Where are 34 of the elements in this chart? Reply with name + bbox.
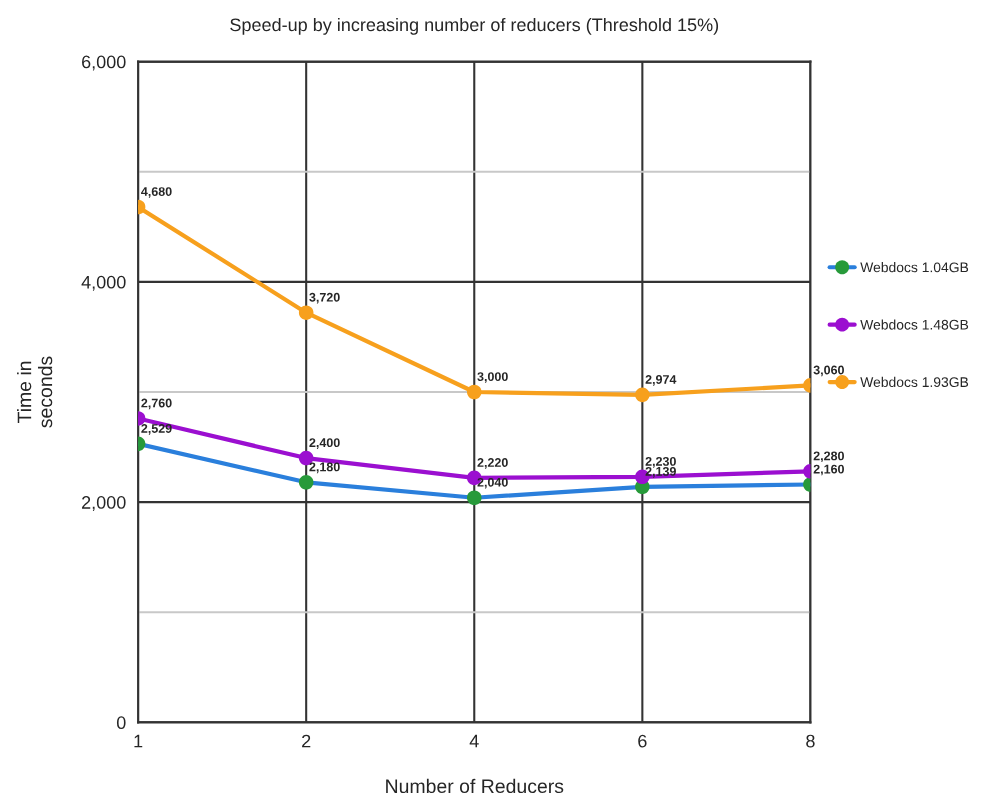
x-tick-label: 8 [806, 734, 815, 748]
point [466, 490, 482, 506]
point [466, 384, 482, 400]
data-label: 2,220 [477, 458, 508, 469]
data-label: 3,060 [813, 365, 844, 377]
y-tick-label: 4,000 [81, 275, 126, 291]
y-tick-label: 6,000 [82, 55, 126, 71]
chart-title: Speed-up by increasing number of reducers (Threshold 15%) [230, 17, 719, 35]
x-tick-label: 2 [302, 734, 311, 748]
data-label: 2,760 [141, 398, 172, 410]
data-label: 2,280 [813, 451, 844, 463]
x-tick-label: 6 [638, 734, 647, 748]
data-label: 4,680 [141, 187, 172, 198]
y-tick-label: 0 [116, 716, 126, 730]
x-tick-label: 1 [134, 734, 143, 748]
data-label: 2,230 [645, 456, 676, 468]
data-label: 3,000 [477, 372, 508, 383]
y-axis-title: Time in seconds [17, 356, 53, 428]
point [298, 475, 314, 490]
data-label: 2,180 [309, 462, 340, 474]
point [635, 387, 650, 403]
y-tick-label: 2,000 [82, 496, 126, 511]
data-label: 2,529 [141, 424, 172, 435]
data-label: 3,720 [309, 292, 340, 304]
legend-label: Webdocs 1.93GB [860, 376, 969, 388]
legend-label: Webdocs 1.48GB [860, 319, 969, 330]
data-label: 2,974 [645, 375, 677, 386]
x-axis-title: Number of Reducers [386, 778, 564, 794]
data-label: 2,040 [477, 477, 508, 489]
x-tick-label: 4 [469, 734, 479, 748]
point [298, 305, 314, 320]
data-label: 2,160 [813, 464, 844, 476]
legend-label: Webdocs 1.04GB [860, 262, 969, 273]
data-label: 2,400 [309, 438, 340, 449]
